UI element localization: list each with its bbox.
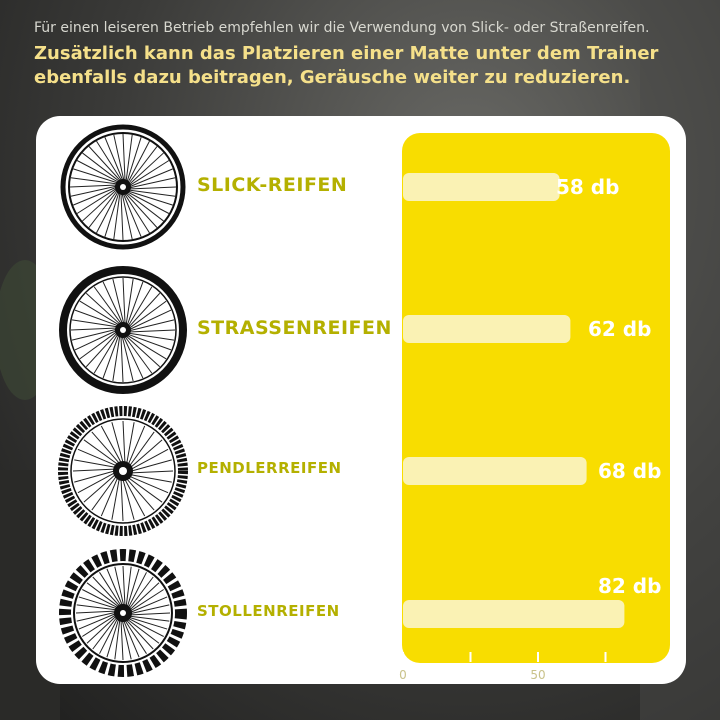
category-label-slick: SLICK-REIFEN: [197, 174, 348, 196]
bar-0: [403, 173, 560, 201]
bar-area: [402, 133, 670, 663]
bar-1: [403, 315, 571, 343]
intro-text: Für einen leiseren Betrieb empfehlen wir…: [34, 20, 650, 36]
intro-headline: Zusätzlich kann das Platzieren einer Mat…: [34, 43, 659, 88]
bar-2: [403, 457, 587, 485]
road-tire-wheel-icon: [59, 266, 187, 394]
category-label-road: STRASSENREIFEN: [197, 317, 392, 339]
commuter-tire-wheel-icon: [58, 406, 188, 536]
slick-tire-wheel-icon: [60, 124, 186, 250]
axis-tick-label-1: 50: [530, 668, 545, 682]
bar-value-label-2: 68 db: [598, 459, 661, 483]
bar-3: [403, 600, 625, 628]
knobby-tire-wheel-icon: [59, 549, 187, 677]
bar-value-label-0: 58 db: [556, 175, 619, 199]
axis-tick-label-0: 0: [399, 668, 407, 682]
category-label-commuter: PENDLERREIFEN: [197, 459, 342, 477]
category-label-knobby: STOLLENREIFEN: [197, 602, 340, 620]
bar-value-label-1: 62 db: [588, 317, 651, 341]
bar-value-label-3: 82 db: [598, 574, 661, 598]
